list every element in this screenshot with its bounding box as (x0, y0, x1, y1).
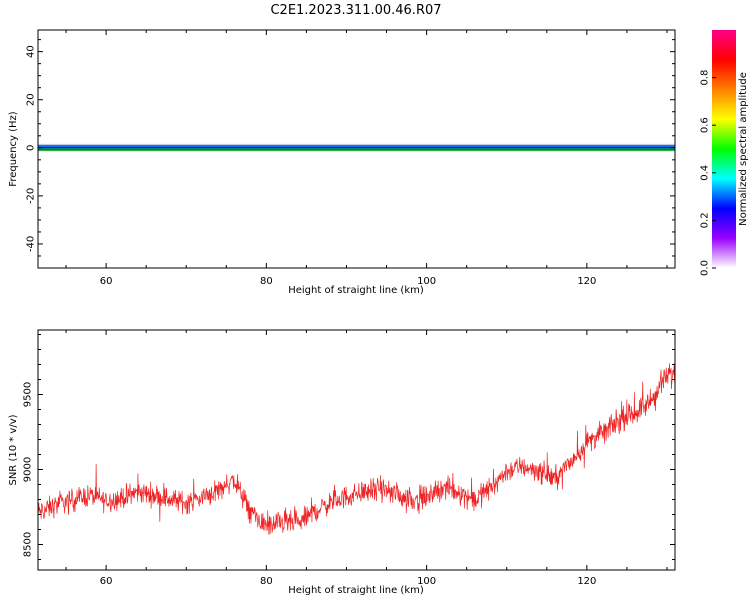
y-tick-label: 9500 (23, 382, 34, 407)
y-tick-label: 40 (26, 45, 37, 58)
spectrogram-y-axis-label: Frequency (Hz) (8, 111, 19, 187)
colorbar-tick-label: 0.2 (700, 212, 711, 228)
snr-line (38, 363, 675, 535)
snr-frame (37, 329, 676, 571)
y-tick-label: -40 (26, 236, 37, 252)
y-tick-label: 8500 (23, 532, 34, 557)
x-tick-label: 120 (577, 576, 596, 587)
snr-panel: 60 80 100 120 8500 9000 9500 Height of straigh… (8, 329, 676, 596)
spectral-band (38, 142, 675, 153)
y-tick-label: -20 (26, 188, 37, 204)
snr-x-axis-label: Height of straight line (km) (288, 585, 424, 596)
colorbar: 0.0 0.2 0.4 0.6 0.8 Normalized spectral ampl… (700, 30, 749, 276)
colorbar-tick-label: 0.6 (700, 117, 711, 133)
colorbar-tick-label: 0.4 (700, 165, 711, 181)
spectrogram-frame (37, 29, 676, 269)
x-tick-label: 80 (260, 576, 273, 587)
x-tick-label: 100 (417, 576, 436, 587)
snr-series (38, 363, 675, 535)
x-tick-label: 60 (100, 276, 113, 287)
x-tick-label: 60 (100, 576, 113, 587)
chart-title: C2E1.2023.311.00.46.R07 (270, 3, 441, 18)
colorbar-gradient (712, 30, 736, 268)
spectrogram-panel: 60 80 100 120 -40 -20 0 20 40 Height of straight… (8, 29, 676, 296)
snr-plot-area (38, 330, 675, 570)
spectrogram-x-axis-label: Height of straight line (km) (288, 285, 424, 296)
x-tick-label: 80 (260, 276, 273, 287)
x-tick-label: 120 (577, 276, 596, 287)
colorbar-label: Normalized spectral amplitude (738, 72, 749, 226)
x-tick-label: 100 (417, 276, 436, 287)
colorbar-tick-label: 0.8 (700, 70, 711, 86)
snr-y-axis-label: SNR (10 * v/v) (8, 414, 19, 485)
colorbar-tick-label: 0.0 (700, 260, 711, 276)
y-tick-label: 0 (26, 145, 37, 151)
y-tick-label: 9000 (23, 457, 34, 482)
colorbar-ticks: 0.0 0.2 0.4 0.6 0.8 (700, 70, 716, 276)
y-tick-label: 20 (26, 93, 37, 106)
